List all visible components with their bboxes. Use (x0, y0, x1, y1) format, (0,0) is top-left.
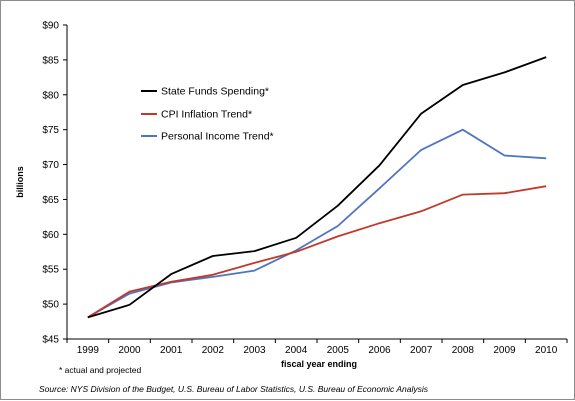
y-tick-label: $90 (42, 21, 59, 32)
x-tick-labels: 1999 2000 2001 2002 2003 2004 2005 2006 2007 2008… (77, 345, 558, 356)
y-axis-title: billions (15, 166, 25, 198)
x-tick-label: 2004 (285, 345, 308, 356)
series-line-personal-income-trend (87, 128, 547, 319)
series-line-cpi-inflation-trend (87, 185, 547, 319)
legend-label-cpi-inflation-trend: CPI Inflation Trend* (161, 109, 252, 121)
y-tick-labels: $45 $50 $55 $60 $65 $70 $75 $80 $85 $90 (42, 21, 59, 346)
legend: State Funds Spending* CPI Inflation Trend… (141, 86, 274, 143)
legend-label-personal-income-trend: Personal Income Trend* (161, 131, 274, 143)
x-tick-label: 2006 (368, 345, 391, 356)
y-tick-label: $60 (42, 230, 59, 241)
x-tick-label: 2002 (202, 345, 225, 356)
x-tick-label: 2000 (118, 345, 141, 356)
x-tick-label: 2008 (452, 345, 475, 356)
y-tick-label: $85 (42, 55, 59, 66)
y-tick-label: $65 (42, 195, 59, 206)
chart-axes (63, 24, 568, 343)
y-tick-label: $75 (42, 125, 59, 136)
x-tick-label: 1999 (77, 345, 100, 356)
y-tick-label: $80 (42, 90, 59, 101)
y-tick-label: $55 (42, 265, 59, 276)
x-tick-label: 2007 (410, 345, 433, 356)
y-tick-label: $70 (42, 160, 59, 171)
x-axis-title: fiscal year ending (281, 359, 357, 369)
series-lines (87, 56, 547, 319)
x-tick-label: 2001 (160, 345, 183, 356)
x-tick-label: 2010 (535, 345, 558, 356)
y-tick-label: $50 (42, 300, 59, 311)
x-tick-label: 2003 (243, 345, 266, 356)
footnote: * actual and projected (59, 365, 141, 375)
y-tick-label: $45 (42, 335, 59, 346)
x-tick-label: 2005 (327, 345, 350, 356)
source-note: Source: NYS Division of the Budget, U.S.… (39, 384, 429, 394)
legend-label-state-funds-spending: State Funds Spending* (161, 86, 269, 98)
series-line-state-funds-spending (87, 56, 547, 319)
x-tick-label: 2009 (493, 345, 516, 356)
